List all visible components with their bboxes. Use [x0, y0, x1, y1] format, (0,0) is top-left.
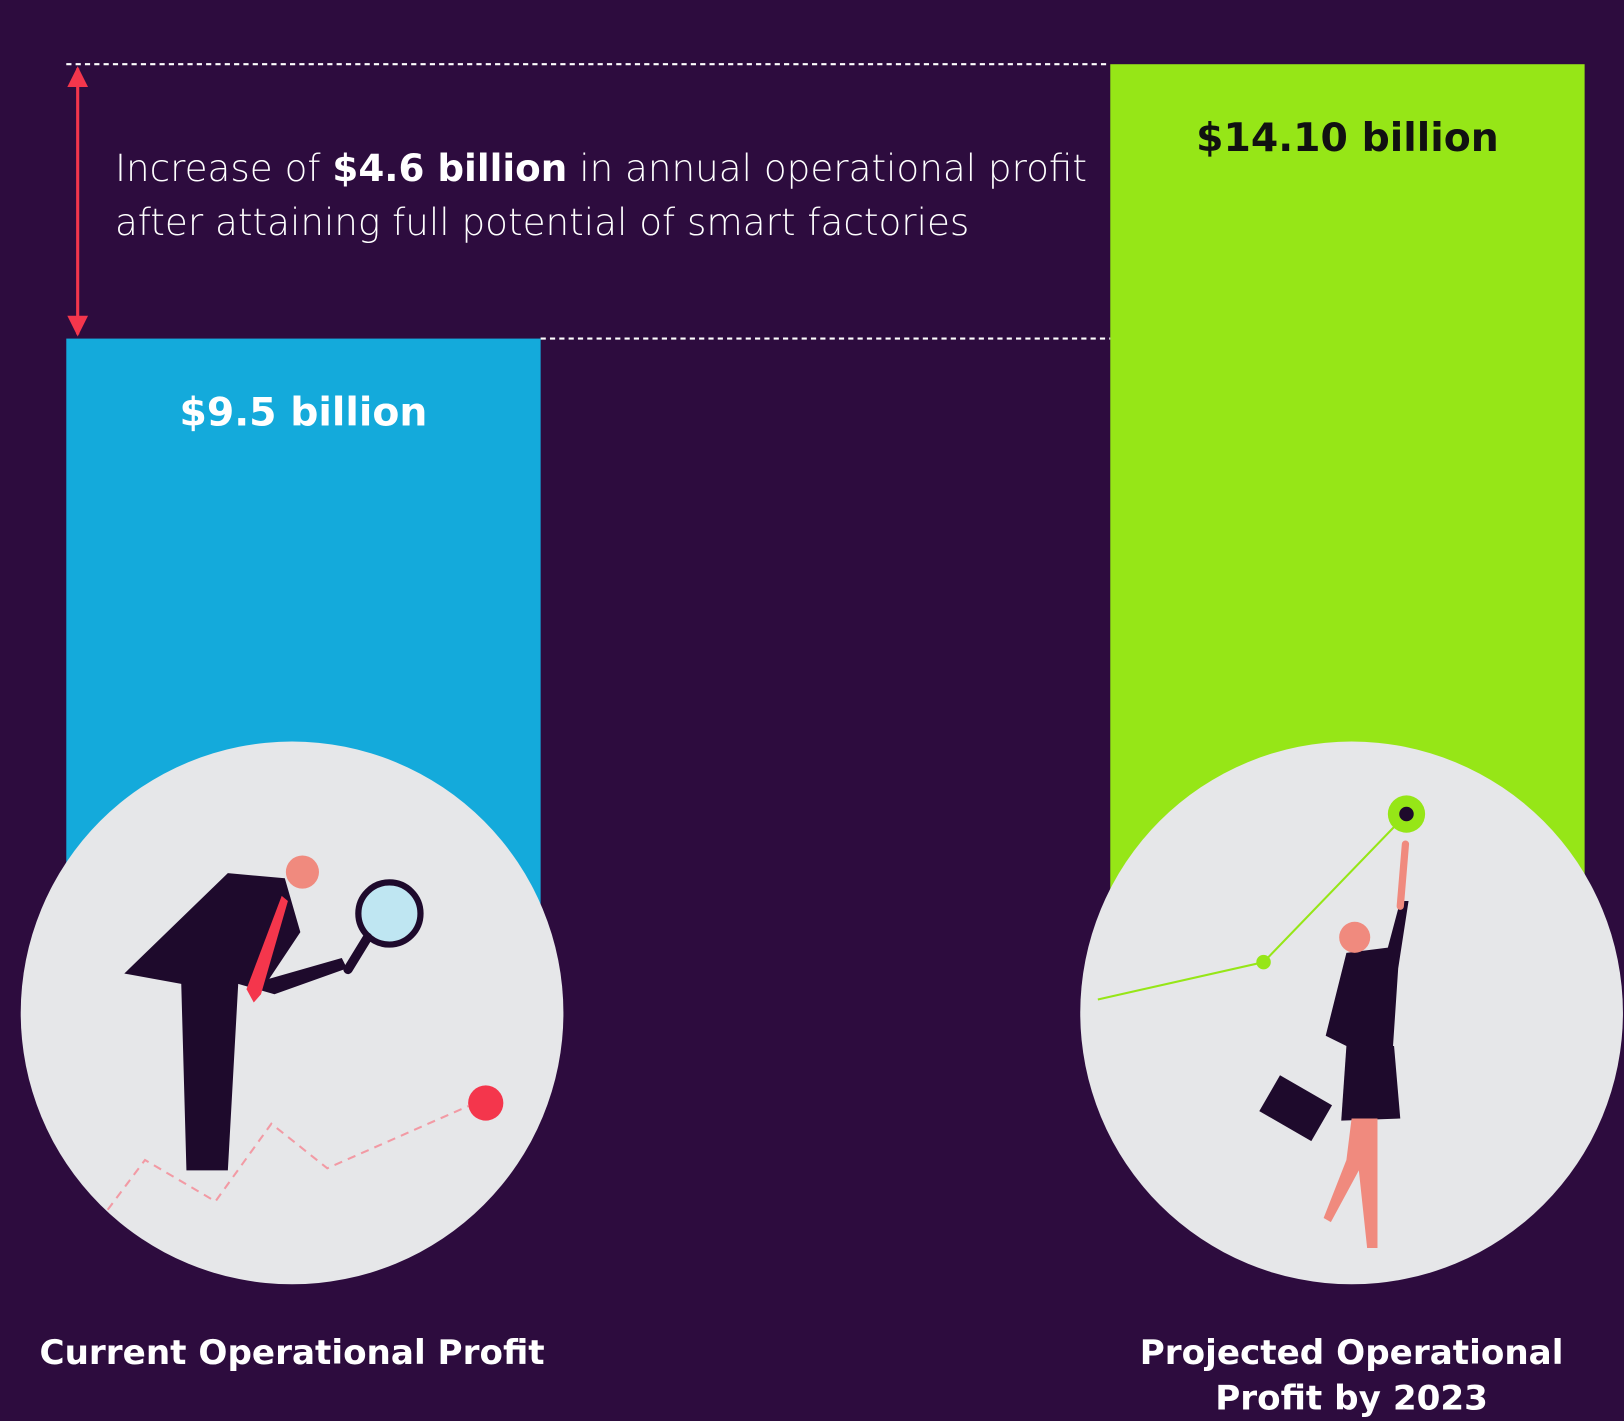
- annotation: Increase of $4.6 billion in annual opera…: [115, 143, 1099, 251]
- head: [1339, 922, 1370, 953]
- target-core: [1399, 807, 1413, 821]
- illustration: [21, 742, 564, 1285]
- skirt: [1341, 1046, 1400, 1121]
- trend-dot: [468, 1085, 503, 1120]
- value-label: $14.10 billion: [1196, 115, 1499, 161]
- infographic: $9.5 billion $14.10 billion Increase of $…: [0, 0, 1624, 1417]
- illustration: [1080, 742, 1623, 1285]
- arrow-head: [67, 66, 88, 87]
- arm: [1400, 844, 1405, 906]
- value-label: $9.5 billion: [179, 390, 427, 436]
- category-label: Projected Operational Profit by 2023: [1087, 1330, 1615, 1421]
- head: [286, 855, 319, 888]
- category-label: Current Operational Profit: [28, 1330, 556, 1376]
- annotation-text: Increase of: [115, 148, 332, 190]
- annotation-highlight: $4.6 billion: [332, 148, 567, 190]
- illustration-circle: [21, 742, 564, 1285]
- arrow-head: [67, 316, 88, 337]
- trend-dot: [1256, 955, 1270, 969]
